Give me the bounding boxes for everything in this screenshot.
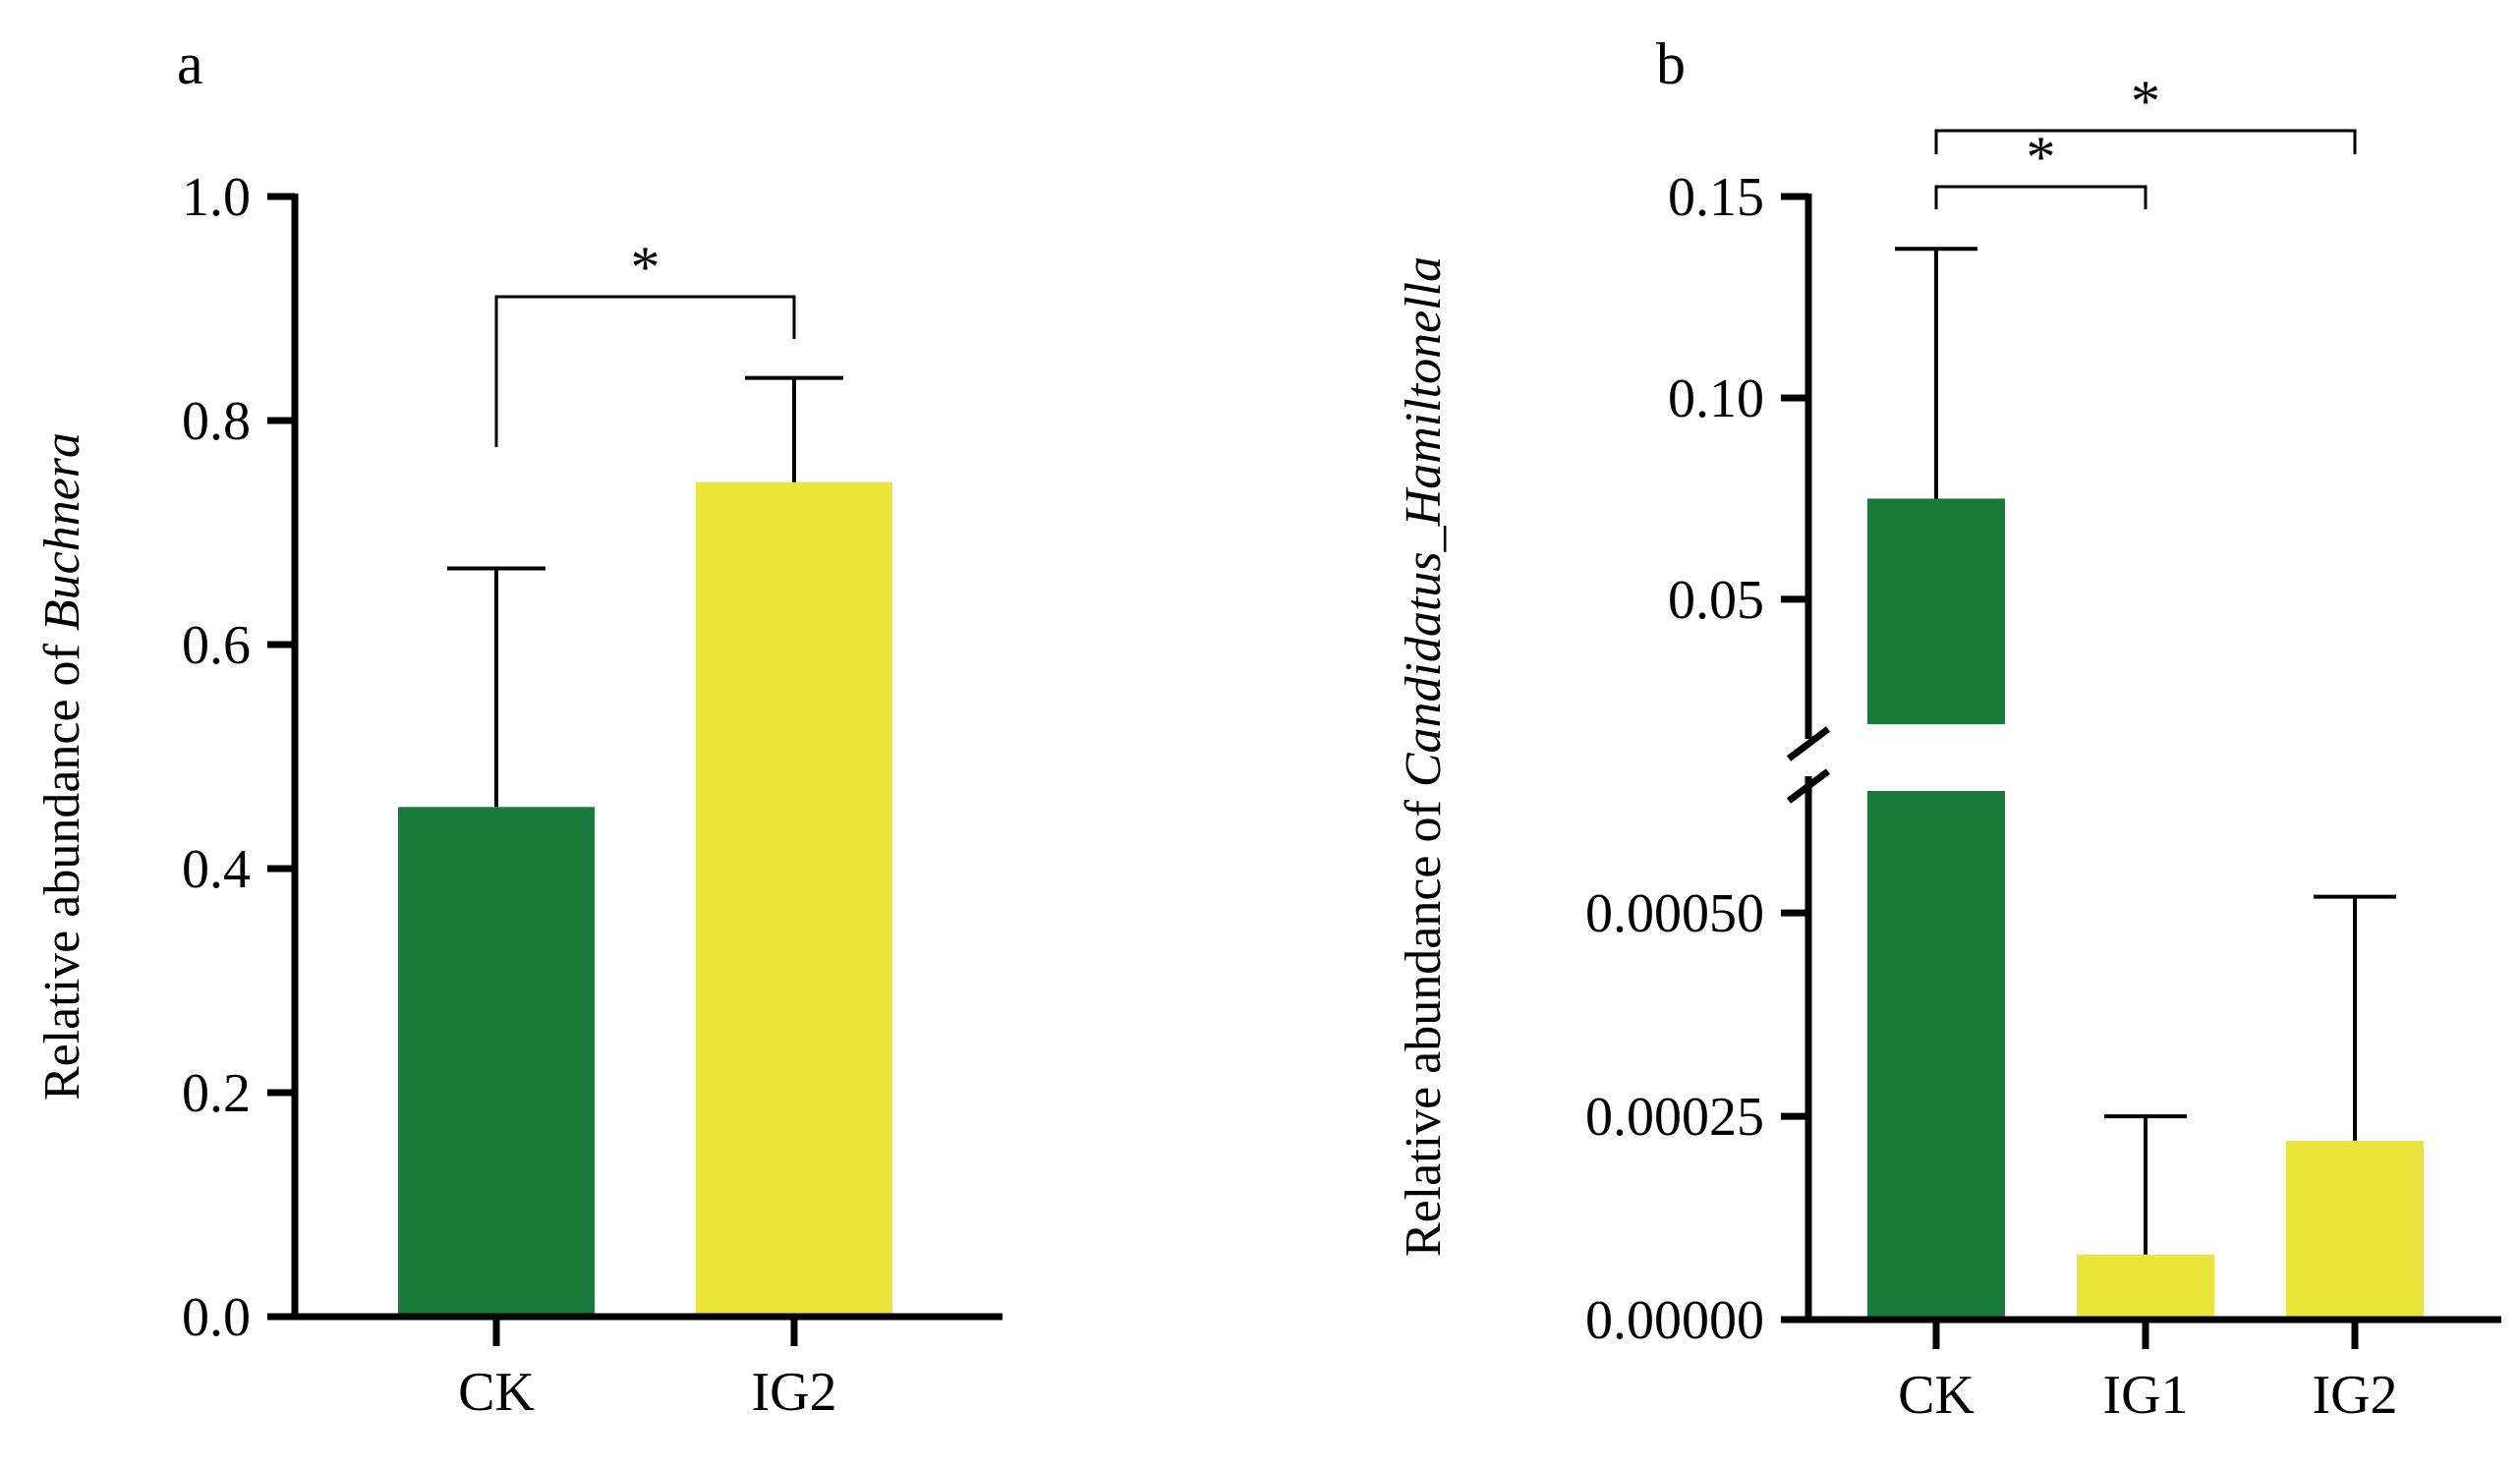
panel-a-y-tick-label: 0.4 [182,839,251,900]
panel-a-ylabel-taxon: Buchnera [34,432,90,631]
panel-b-bar-IG2 [2286,1140,2424,1320]
panel-b-bar-upper-CK [1867,498,2005,724]
panel-a-x-tick-label: IG2 [751,1362,836,1423]
panel-a-y-tick-label: 0.2 [182,1063,251,1124]
panel-b-axis-break-mark-upper [1786,726,1831,761]
panel-b-bar-IG1 [2077,1254,2214,1320]
panel-b-significance-label-IG2: * [2131,69,2160,134]
panel-b-bar-lower-CK [1867,791,2005,1320]
panel-a-significance-bracket [494,295,796,447]
panel-a-y-tick-label: 0.0 [182,1287,251,1348]
panel-b-y-tick-label-upper: 0.05 [1668,570,1764,631]
panel-b-y-axis-title: Relative abundance of Candidatus_Hamilto… [1396,256,1452,1257]
panel-b: b Relative abundance of Candidatus_Hamil… [1396,31,2501,1426]
panel-a-y-tick-label: 1.0 [182,167,251,228]
panel-a-y-tick-label: 0.8 [182,391,251,452]
panel-b-significance-bracket-IG1 [1934,185,2148,209]
panel-b-ylabel-prefix: Relative abundance of [1396,787,1452,1257]
panel-b-axis-break-mark-lower [1786,768,1831,804]
panel-a-bar-CK [398,807,595,1317]
panel-b-significance-bracket-IG2 [1934,129,2357,154]
panel-b-x-tick-label: IG2 [2312,1365,2397,1426]
panel-a-bar-IG2 [696,481,892,1317]
panel-b-y-tick-label-lower: 0.00025 [1585,1087,1764,1148]
panel-b-y-tick-label-lower: 0.00050 [1585,883,1764,944]
panel-b-y-tick-label-upper: 0.15 [1668,167,1764,228]
panel-b-letter: b [1656,31,1686,96]
panel-b-y-tick-label-upper: 0.10 [1668,368,1764,429]
panel-a: a Relative abundance of Buchnera 0.00.20… [34,31,1002,1423]
panel-a-letter: a [177,31,203,96]
panel-b-significance-label-IG1: * [2027,125,2056,190]
panel-b-x-tick-label: IG1 [2102,1365,2188,1426]
panel-a-ylabel-prefix: Relative abundance of [34,631,90,1100]
panel-b-ylabel-taxon: Candidatus_Hamiltonella [1396,256,1452,787]
panel-b-plot: 0.05 0.10 0.15 0.00000 0.00025 0.00050 CK IG1 IG… [1585,69,2501,1426]
svg-text:Relative abundance of Buchnera: Relative abundance of Buchnera [34,432,90,1100]
panel-a-y-tick-label: 0.6 [182,615,251,676]
panel-a-y-axis-title: Relative abundance of Buchnera [34,432,90,1100]
panel-a-plot: 0.0 0.2 0.4 0.6 0.8 1.0 CK IG2 * [182,167,1002,1423]
panel-b-y-tick-label-lower: 0.00000 [1585,1290,1764,1351]
panel-a-x-tick-label: CK [458,1362,535,1423]
panel-a-significance-label: * [631,235,660,300]
panel-b-x-tick-label: CK [1898,1365,1975,1426]
svg-text:Relative abundance of Candidat: Relative abundance of Candidatus_Hamilto… [1396,256,1452,1257]
